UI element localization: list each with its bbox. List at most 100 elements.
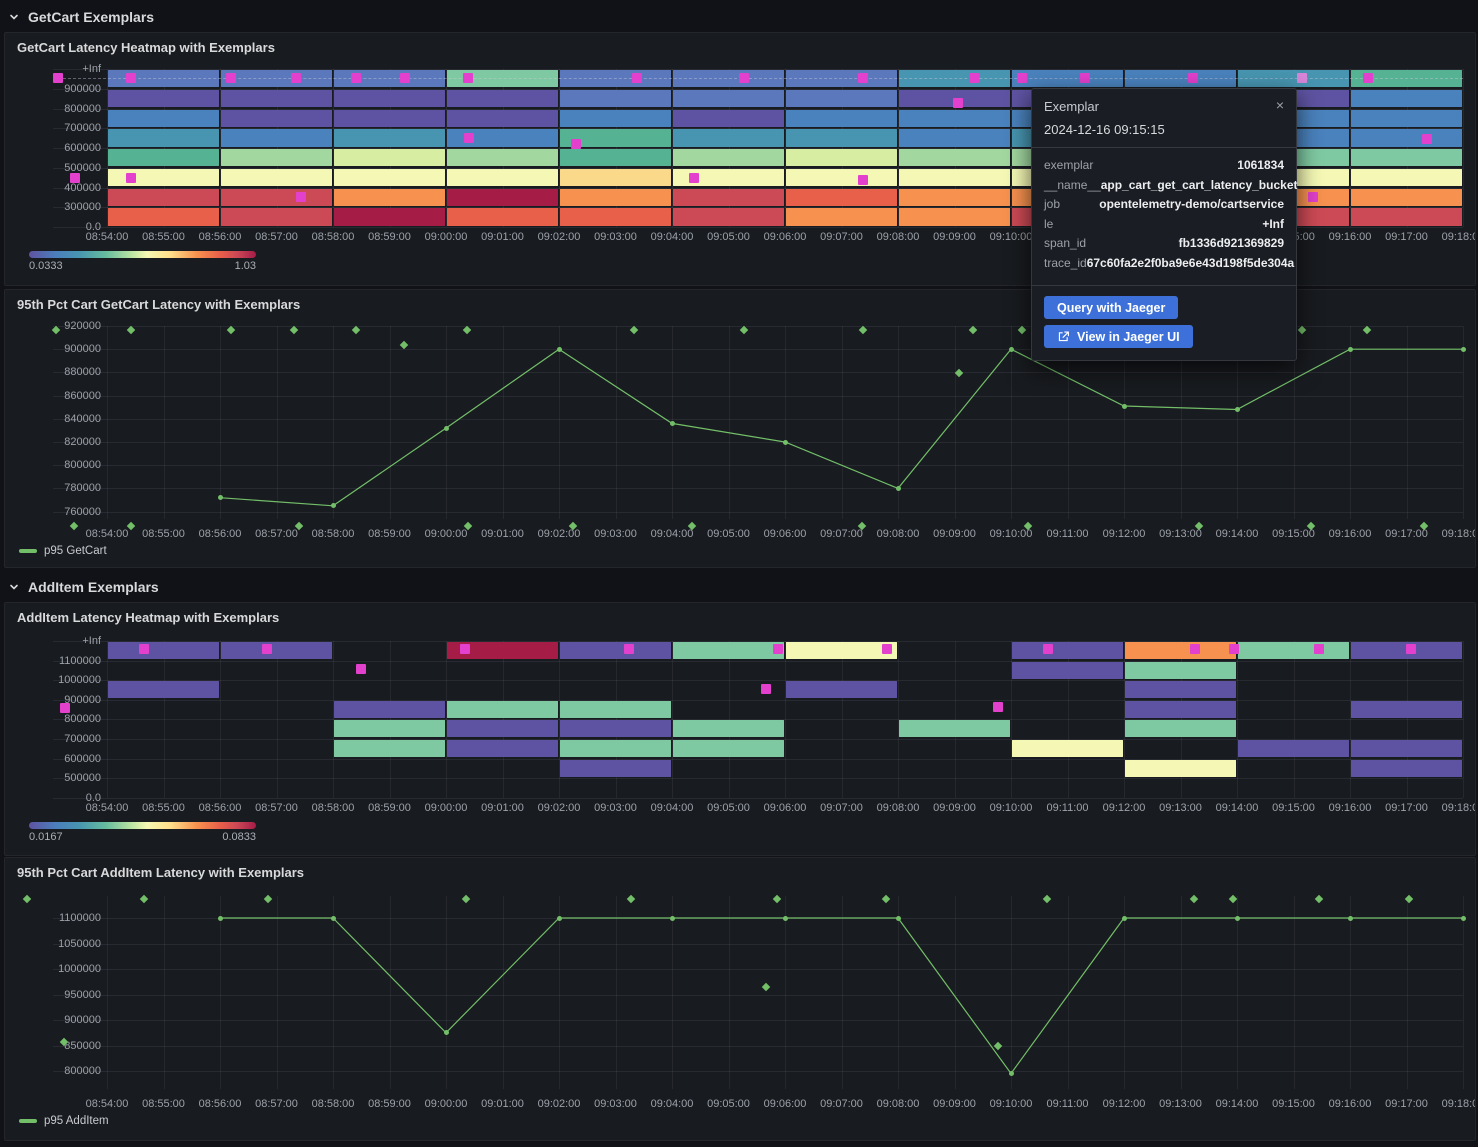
exemplar-marker[interactable] (262, 644, 272, 654)
exemplar-marker[interactable] (1422, 134, 1432, 144)
heatmap-cell[interactable] (1238, 70, 1349, 88)
exemplar-marker[interactable] (761, 684, 771, 694)
heatmap-cell[interactable] (1351, 168, 1462, 186)
heatmap-cell[interactable] (1351, 740, 1462, 758)
heatmap-cell[interactable] (1351, 109, 1462, 127)
heatmap-cell[interactable] (899, 208, 1010, 226)
heatmap-cell[interactable] (786, 149, 897, 167)
heatmap-cell[interactable] (1125, 759, 1236, 777)
heatmap-cell[interactable] (673, 720, 784, 738)
heatmap-cell[interactable] (899, 188, 1010, 206)
heatmap-cell[interactable] (786, 188, 897, 206)
heatmap-cell[interactable] (221, 149, 332, 167)
exemplar-marker[interactable] (1308, 192, 1318, 202)
heatmap-cell[interactable] (1125, 720, 1236, 738)
exemplar-marker[interactable] (53, 73, 63, 83)
heatmap-cell[interactable] (108, 109, 219, 127)
exemplar-marker[interactable] (882, 644, 892, 654)
heatmap-cell[interactable] (334, 70, 445, 88)
heatmap-cell[interactable] (447, 642, 558, 660)
exemplar-marker[interactable] (463, 73, 473, 83)
heatmap-cell[interactable] (673, 129, 784, 147)
heatmap-cell[interactable] (786, 129, 897, 147)
heatmap-cell[interactable] (1125, 70, 1236, 88)
heatmap-cell[interactable] (673, 642, 784, 660)
exemplar-marker[interactable] (1229, 644, 1239, 654)
exemplar-marker[interactable] (296, 192, 306, 202)
exemplar-marker[interactable] (126, 173, 136, 183)
exemplar-marker[interactable] (400, 73, 410, 83)
heatmap-cell[interactable] (334, 129, 445, 147)
heatmap-cell[interactable] (1238, 740, 1349, 758)
heatmap-cell[interactable] (673, 70, 784, 88)
heatmap-cell[interactable] (560, 208, 671, 226)
heatmap-cell[interactable] (447, 109, 558, 127)
heatmap-cell[interactable] (560, 89, 671, 107)
heatmap-cell[interactable] (673, 109, 784, 127)
heatmap-cell[interactable] (334, 188, 445, 206)
heatmap-cell[interactable] (1125, 700, 1236, 718)
exemplar-marker[interactable] (1017, 73, 1027, 83)
heatmap-cell[interactable] (1125, 681, 1236, 699)
heatmap-cell[interactable] (786, 681, 897, 699)
view-in-jaeger-ui-button[interactable]: View in Jaeger UI (1044, 325, 1193, 348)
heatmap-cell[interactable] (221, 109, 332, 127)
heatmap-cell[interactable] (447, 208, 558, 226)
heatmap-cell[interactable] (447, 740, 558, 758)
heatmap-cell[interactable] (108, 188, 219, 206)
exemplar-marker[interactable] (1188, 73, 1198, 83)
heatmap-cell[interactable] (1351, 759, 1462, 777)
heatmap-cell[interactable] (334, 740, 445, 758)
heatmap-cell[interactable] (560, 720, 671, 738)
heatmap-cell[interactable] (560, 149, 671, 167)
heatmap-cell[interactable] (560, 700, 671, 718)
heatmap-cell[interactable] (673, 168, 784, 186)
heatmap-cell[interactable] (1125, 642, 1236, 660)
exemplar-marker[interactable] (953, 98, 963, 108)
heatmap-cell[interactable] (560, 109, 671, 127)
heatmap-cell[interactable] (447, 720, 558, 738)
heatmap-cell[interactable] (786, 109, 897, 127)
heatmap-cell[interactable] (673, 149, 784, 167)
heatmap-cell[interactable] (108, 642, 219, 660)
exemplar-marker[interactable] (351, 73, 361, 83)
heatmap-cell[interactable] (108, 208, 219, 226)
exemplar-marker[interactable] (858, 73, 868, 83)
heatmap-cell[interactable] (334, 208, 445, 226)
heatmap-cell[interactable] (1351, 700, 1462, 718)
heatmap-cell[interactable] (447, 700, 558, 718)
heatmap-cell[interactable] (334, 149, 445, 167)
heatmap-cell[interactable] (221, 188, 332, 206)
exemplar-marker[interactable] (464, 133, 474, 143)
exemplar-marker[interactable] (969, 73, 979, 83)
heatmap-cell[interactable] (786, 89, 897, 107)
row-header-additem-exemplars[interactable]: AddItem Exemplars (8, 576, 159, 598)
heatmap-cell[interactable] (1351, 129, 1462, 147)
exemplar-marker[interactable] (1314, 644, 1324, 654)
exemplar-marker[interactable] (291, 73, 301, 83)
heatmap-cell[interactable] (1012, 642, 1123, 660)
heatmap-cell[interactable] (1012, 740, 1123, 758)
series-legend-item[interactable]: p95 GetCart (19, 545, 107, 557)
heatmap-cell[interactable] (108, 149, 219, 167)
heatmap-cell[interactable] (334, 720, 445, 738)
exemplar-marker[interactable] (226, 73, 236, 83)
heatmap-cell[interactable] (899, 149, 1010, 167)
heatmap-cell[interactable] (673, 89, 784, 107)
heatmap-cell[interactable] (1351, 149, 1462, 167)
heatmap-cell[interactable] (221, 129, 332, 147)
heatmap-cell[interactable] (1351, 70, 1462, 88)
heatmap-cell[interactable] (899, 720, 1010, 738)
exemplar-marker[interactable] (1297, 73, 1307, 83)
heatmap-cell[interactable] (221, 70, 332, 88)
heatmap-cell[interactable] (673, 188, 784, 206)
exemplar-marker[interactable] (60, 703, 70, 713)
heatmap-cell[interactable] (899, 109, 1010, 127)
row-header-getcart-exemplars[interactable]: GetCart Exemplars (8, 6, 154, 28)
exemplar-marker[interactable] (739, 73, 749, 83)
exemplar-marker[interactable] (126, 73, 136, 83)
heatmap-cell[interactable] (1238, 642, 1349, 660)
exemplar-marker[interactable] (139, 644, 149, 654)
close-icon[interactable]: × (1275, 97, 1284, 113)
heatmap-cell[interactable] (560, 642, 671, 660)
